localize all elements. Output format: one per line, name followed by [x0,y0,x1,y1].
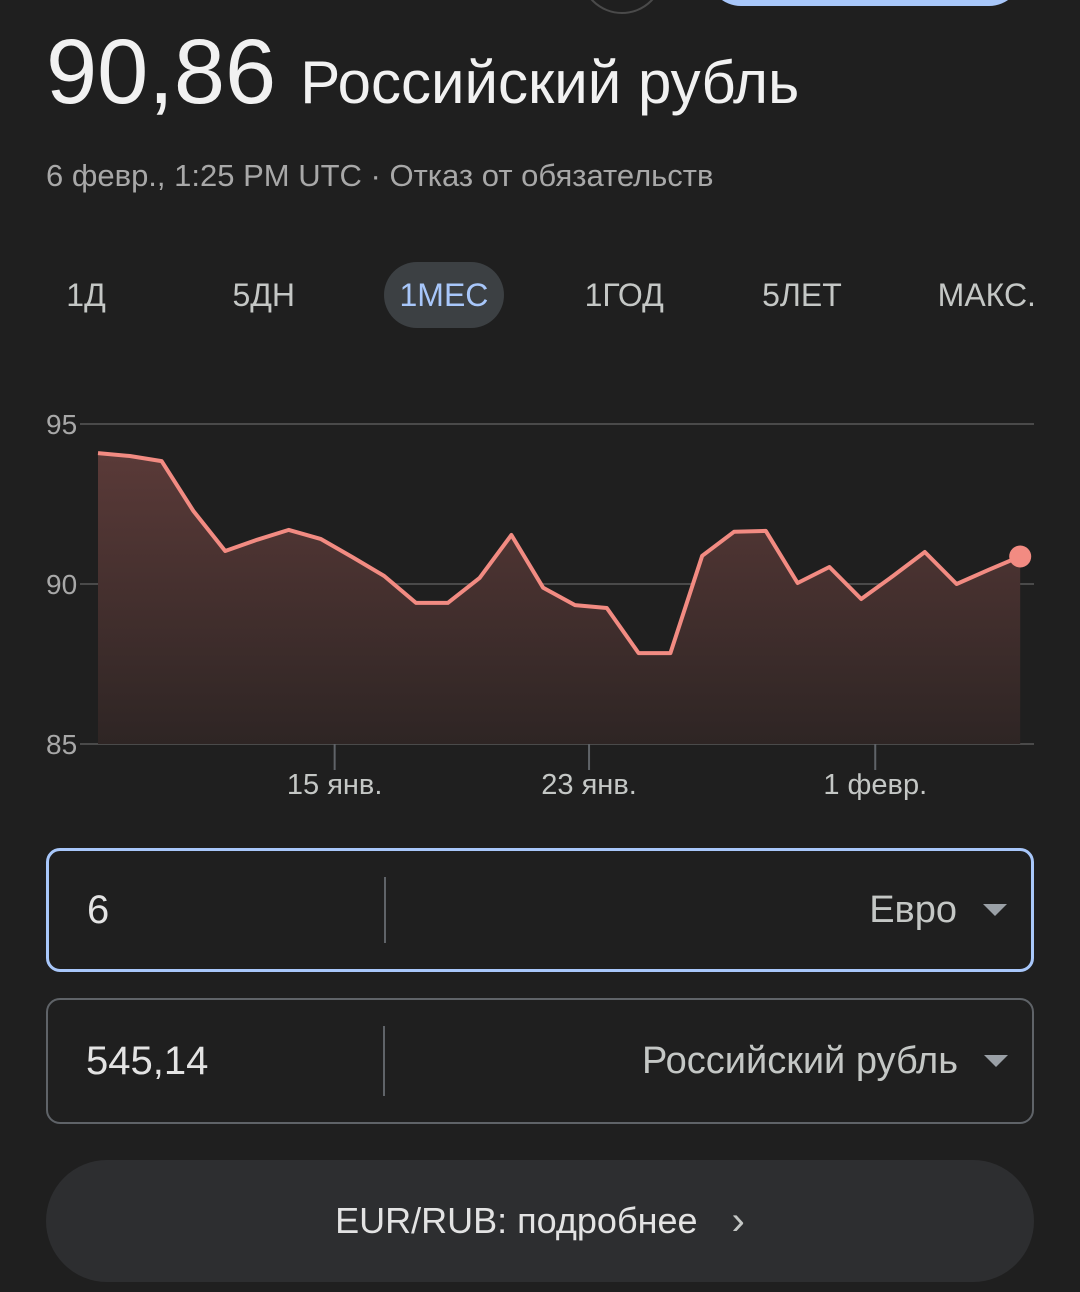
more-details-button[interactable]: EUR/RUB: подробнее › [46,1160,1034,1282]
chevron-right-icon: › [731,1198,745,1243]
from-amount-input[interactable]: 6 [87,887,110,932]
y-tick-label: 85 [46,729,77,760]
tab-1m[interactable]: 1МЕС [383,262,505,328]
chevron-down-icon[interactable] [984,1055,1008,1067]
current-value-dot [1009,545,1032,568]
target-currency: Российский рубль [300,49,800,116]
from-currency-field: 6 Евро [46,848,1034,972]
y-tick-label: 90 [46,569,77,600]
y-tick-label: 95 [46,409,77,440]
field-divider [384,877,386,943]
exchange-rate: 90,86 [46,21,277,123]
subtitle: 6 февр., 1:25 PM UTC · Отказ от обязател… [46,158,713,194]
x-tick-label: 15 янв. [287,769,383,801]
page-title: 90,86 Российский рубль [46,20,799,125]
tab-1y[interactable]: 1ГОД [584,277,664,313]
field-divider [383,1026,385,1096]
to-currency-select[interactable]: Российский рубль [641,1039,958,1082]
more-details-label: EUR/RUB: подробнее [335,1200,698,1241]
x-tick-label: 1 февр. [823,769,927,801]
top-pill-button[interactable] [708,0,1022,6]
separator: · [361,158,390,193]
from-currency-select[interactable]: Евро [869,888,957,931]
chart-line [97,451,1021,656]
x-tick-label: 23 янв. [541,769,637,801]
tab-5y[interactable]: 5ЛЕТ [762,277,842,313]
to-amount-input[interactable]: 545,14 [86,1038,209,1083]
timestamp: 6 февр., 1:25 PM UTC [46,158,362,193]
rate-chart[interactable]: 95 90 85 15 янв. 23 янв. 1 февр. [0,390,1080,820]
tab-1d[interactable]: 1Д [66,277,106,313]
top-circle-button[interactable] [580,0,664,14]
range-tabs: 1Д 5ДН 1МЕС 1ГОД 5ЛЕТ МАКС. [28,262,1052,328]
disclaimer-link[interactable]: Отказ от обязательств [389,158,714,193]
chevron-down-icon[interactable] [983,904,1007,916]
tab-5d[interactable]: 5ДН [232,277,296,313]
tab-max[interactable]: МАКС. [937,277,1036,313]
to-currency-field: 545,14 Российский рубль [46,998,1034,1124]
